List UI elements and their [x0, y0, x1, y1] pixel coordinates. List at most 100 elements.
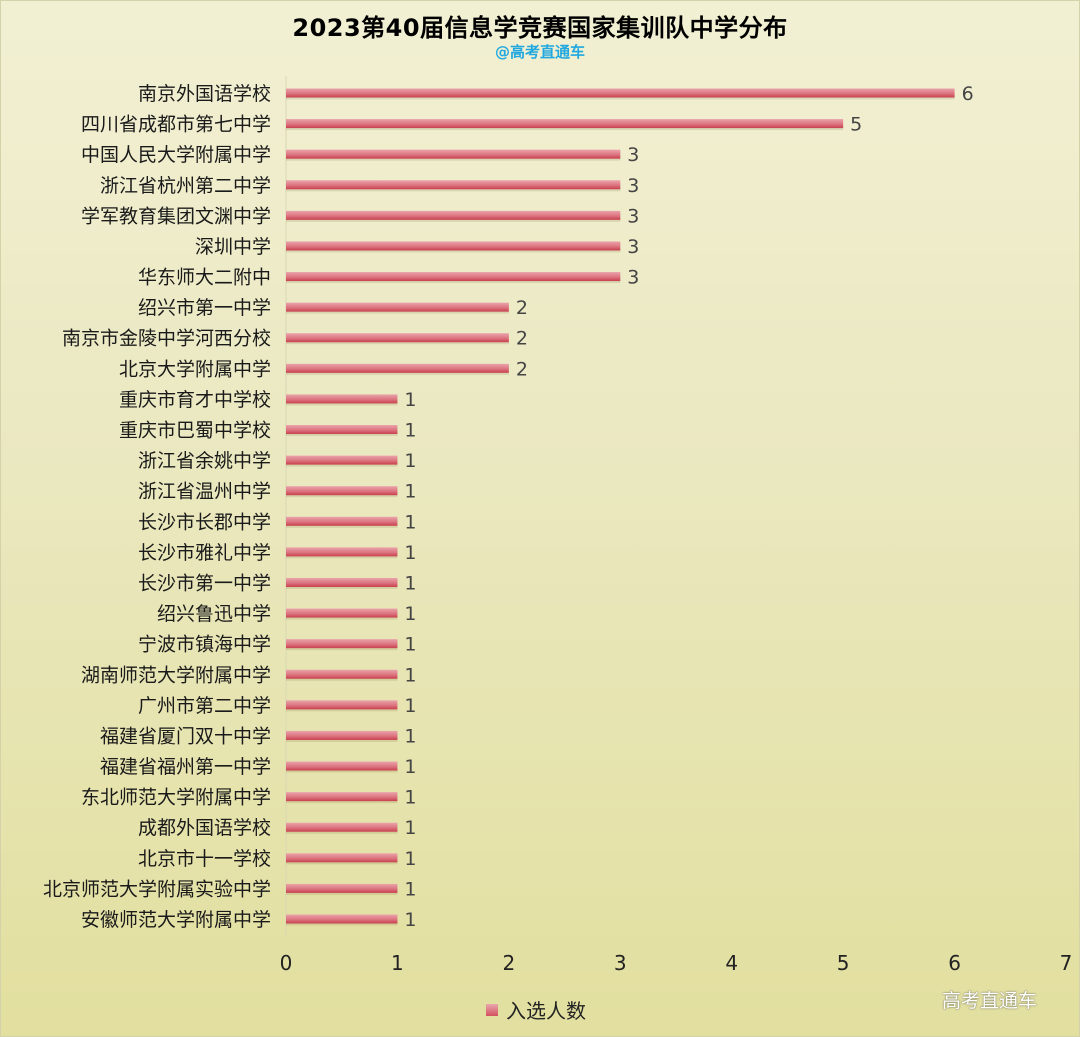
data-label: 3: [627, 267, 639, 289]
category-label: 南京市金陵中学河西分校: [62, 328, 271, 350]
bar: [286, 792, 398, 802]
x-tick-label: 4: [725, 951, 738, 975]
data-label: 1: [404, 909, 416, 931]
category-label: 北京师范大学附属实验中学: [43, 878, 271, 900]
category-label: 浙江省温州中学: [138, 481, 271, 503]
category-label: 福建省厦门双十中学: [100, 725, 271, 747]
category-label: 浙江省余姚中学: [138, 450, 271, 472]
bar: [286, 241, 621, 251]
data-label: 1: [404, 389, 416, 411]
bar: [286, 914, 398, 924]
data-label: 3: [627, 236, 639, 258]
bar: [286, 119, 844, 129]
data-label: 2: [516, 297, 528, 319]
category-label: 宁波市镇海中学: [138, 634, 271, 656]
data-label: 1: [404, 878, 416, 900]
data-label: 6: [962, 83, 974, 105]
category-label: 南京外国语学校: [138, 83, 271, 105]
bar: [286, 730, 398, 740]
bar: [286, 425, 398, 435]
category-label: 东北师范大学附属中学: [81, 787, 271, 809]
data-label: 1: [404, 481, 416, 503]
category-label: 绍兴鲁迅中学: [157, 603, 271, 625]
legend-label: 入选人数: [506, 999, 586, 1023]
chart-subtitle: @高考直通车: [494, 43, 585, 61]
category-label: 深圳中学: [195, 236, 271, 258]
bar: [286, 761, 398, 771]
data-label: 1: [404, 787, 416, 809]
bar: [286, 272, 621, 282]
data-label: 1: [404, 450, 416, 472]
category-label: 学军教育集团文渊中学: [81, 205, 271, 227]
data-label: 1: [404, 542, 416, 564]
data-label: 1: [404, 756, 416, 778]
bars: [286, 88, 955, 926]
category-label: 成都外国语学校: [138, 817, 271, 839]
bar: [286, 883, 398, 893]
data-label: 5: [850, 114, 862, 136]
bar: [286, 516, 398, 526]
data-labels: 6 5 3 3 3 3 3 2 2 2 1 1 1 1 1 1 1 1 1 1 1 1 1 1 1 1 1 1: [404, 83, 973, 931]
category-label: 北京大学附属中学: [119, 358, 271, 380]
bar: [286, 88, 955, 98]
x-axis: 0 1 2 3 4 5 6 7: [280, 76, 1073, 975]
bar: [286, 639, 398, 649]
bar: [286, 669, 398, 679]
x-tick-label: 7: [1060, 951, 1073, 975]
data-label: 1: [404, 664, 416, 686]
category-label: 重庆市巴蜀中学校: [119, 420, 271, 442]
data-label: 1: [404, 817, 416, 839]
data-label: 2: [516, 358, 528, 380]
category-label: 福建省福州第一中学: [100, 756, 271, 778]
bar: [286, 455, 398, 465]
data-label: 2: [516, 328, 528, 350]
category-label: 广州市第二中学: [138, 695, 271, 717]
bar: [286, 149, 621, 159]
data-label: 1: [404, 511, 416, 533]
bar: [286, 302, 509, 312]
bar: [286, 363, 509, 373]
data-label: 3: [627, 144, 639, 166]
bar: [286, 210, 621, 220]
category-label: 北京市十一学校: [138, 848, 271, 870]
bar: [286, 577, 398, 587]
data-label: 1: [404, 634, 416, 656]
bar: [286, 547, 398, 557]
data-label: 1: [404, 725, 416, 747]
category-label: 长沙市雅礼中学: [138, 542, 271, 564]
category-label: 绍兴市第一中学: [138, 297, 271, 319]
data-label: 1: [404, 695, 416, 717]
bar: [286, 333, 509, 343]
x-tick-label: 5: [837, 951, 850, 975]
data-label: 3: [627, 175, 639, 197]
data-label: 1: [404, 848, 416, 870]
category-labels: 南京外国语学校四川省成都市第七中学中国人民大学附属中学浙江省杭州第二中学学军教育…: [43, 83, 271, 931]
category-label: 长沙市长郡中学: [138, 511, 271, 533]
category-label: 安徽师范大学附属中学: [81, 909, 271, 931]
bar: [286, 700, 398, 710]
bar: [286, 394, 398, 404]
x-tick-label: 0: [280, 951, 293, 975]
category-label: 长沙市第一中学: [138, 572, 271, 594]
x-tick-label: 6: [948, 951, 961, 975]
bar: [286, 853, 398, 863]
bar: [286, 822, 398, 832]
x-tick-label: 3: [614, 951, 627, 975]
bar: [286, 486, 398, 496]
category-label: 四川省成都市第七中学: [81, 114, 271, 136]
data-label: 1: [404, 603, 416, 625]
category-label: 重庆市育才中学校: [119, 389, 271, 411]
category-label: 浙江省杭州第二中学: [100, 175, 271, 197]
category-label: 华东师大二附中: [138, 267, 271, 289]
watermark: 高考直通车: [942, 990, 1038, 1012]
x-tick-label: 1: [391, 951, 404, 975]
legend: 入选人数: [486, 995, 586, 1024]
x-tick-label: 2: [502, 951, 515, 975]
bar: [286, 608, 398, 618]
chart-title: 2023第40届信息学竞赛国家集训队中学分布: [292, 14, 788, 42]
data-label: 1: [404, 572, 416, 594]
category-label: 湖南师范大学附属中学: [81, 664, 271, 686]
data-label: 3: [627, 205, 639, 227]
data-label: 1: [404, 420, 416, 442]
